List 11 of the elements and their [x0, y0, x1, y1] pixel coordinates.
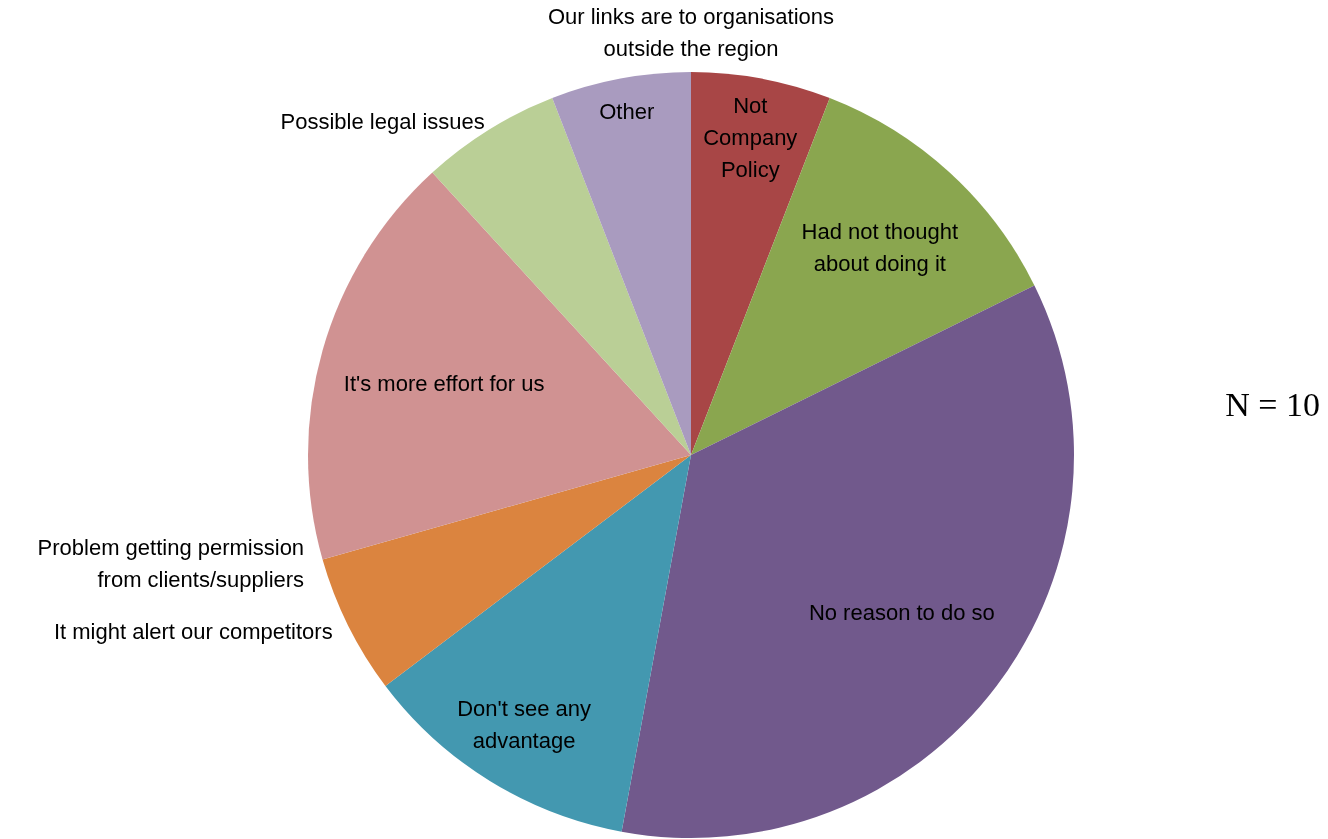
slice-label: It's more effort for us: [343, 371, 545, 397]
slice-label: No reason to do so: [808, 600, 995, 626]
text: N = 10: [1225, 385, 1320, 423]
slice-label: Not Company Policy: [703, 92, 798, 182]
slice-label: Other: [599, 98, 655, 124]
slice-label: Don't see any advantage: [457, 695, 591, 753]
slice-label: Had not thought about doing it: [801, 218, 959, 276]
category-label: Problem getting permission from clients/suppliers: [37, 534, 305, 592]
slice-label: Possible legal issues: [280, 109, 485, 135]
slice-label: It might alert our competitors: [53, 619, 333, 645]
category-label: Our links are to organisations outside the region: [547, 3, 835, 61]
